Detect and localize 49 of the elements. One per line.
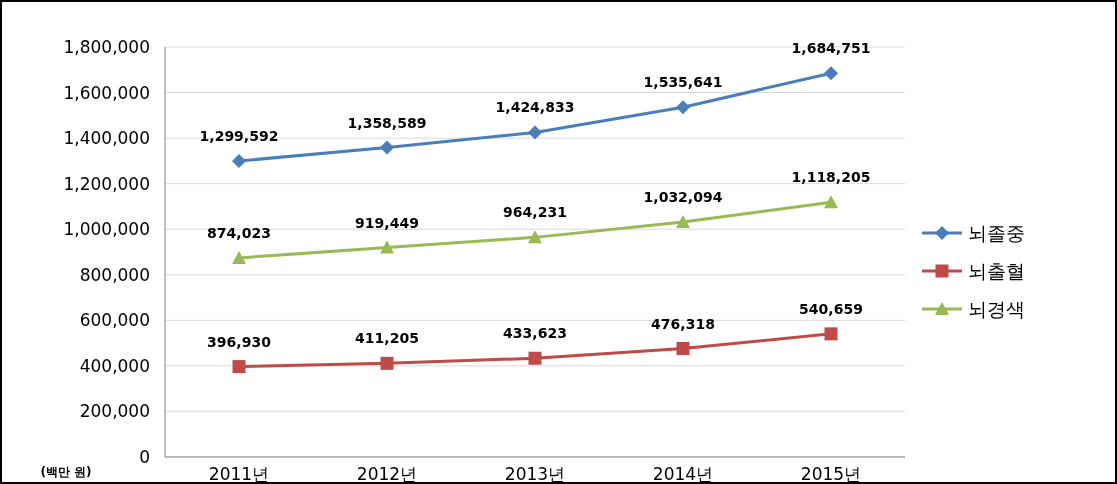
point [380,140,394,155]
data-label: 476,318 [651,315,715,332]
point [232,153,246,168]
legend-label: 뇌출혈 [968,260,1025,282]
y-tick-label: 1,600,000 [63,82,150,103]
y-tick-label: 1,000,000 [63,219,150,240]
y-tick-label: 1,800,000 [63,37,150,57]
data-label: 874,023 [207,224,271,241]
point [824,195,838,209]
x-tick-label: 2011년 [208,464,270,484]
data-label: 396,930 [207,333,272,350]
legend-label: 뇌졸중 [968,222,1025,244]
data-label: 1,032,094 [643,188,723,205]
y-tick-label: 0 [139,447,150,467]
data-label: 540,659 [799,300,863,317]
data-label: 411,205 [355,330,419,347]
x-tick-label: 2014년 [652,464,714,484]
data-label: 1,424,833 [495,99,575,116]
point [232,250,246,264]
point [824,66,838,81]
x-tick-label: 2015년 [800,464,862,484]
y-tick-label: 200,000 [79,401,150,422]
y-tick-label: 1,200,000 [63,173,150,194]
x-tick-label: 2012년 [356,464,418,484]
y-tick-label: 800,000 [79,264,150,285]
point [824,327,838,341]
y-axis-title: (백만 원) [40,465,92,479]
y-tick-label: 1,400,000 [63,128,150,149]
point [528,125,542,140]
y-tick-label: 400,000 [79,355,150,376]
point [380,356,394,370]
point [528,230,542,244]
point [676,214,690,228]
point [232,360,246,374]
x-tick-label: 2013년 [504,464,566,484]
point [380,240,394,254]
data-label: 1,684,751 [791,40,871,57]
data-label: 919,449 [355,214,419,231]
data-label: 1,118,205 [791,169,871,186]
data-label: 964,231 [503,204,567,221]
data-label: 1,535,641 [643,74,723,91]
point [676,342,690,356]
point [528,351,542,365]
data-label: 1,299,592 [199,127,279,144]
point [676,100,690,115]
legend-label: 뇌경색 [968,298,1025,320]
y-tick-label: 600,000 [79,310,150,331]
data-label: 433,623 [503,325,567,342]
data-label: 1,358,589 [347,114,427,131]
